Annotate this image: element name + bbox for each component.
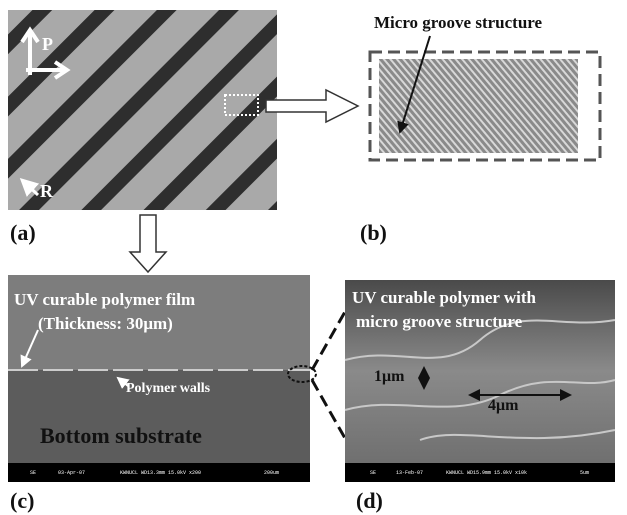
arrow-right <box>266 90 358 122</box>
info: KWNUCL WD15.9mm 15.0kV x10k <box>446 470 527 476</box>
panel-c: UV curable polymer film (Thickness: 30μm… <box>8 275 316 513</box>
info: KWNUCL WD13.3mm 15.0kV x200 <box>120 470 201 476</box>
arrow-down <box>130 215 166 272</box>
info: 03-Apr-07 <box>58 470 85 476</box>
info: 200um <box>264 470 279 476</box>
panel-label: (c) <box>10 488 34 513</box>
info: 13-Feb-07 <box>396 470 423 476</box>
panel-label: (a) <box>10 220 36 245</box>
figure: P R (a) Micro groove structure (b) UV cu… <box>0 0 627 515</box>
annotation: 4μm <box>488 397 519 414</box>
info: 5um <box>580 470 589 476</box>
annotation: Micro groove structure <box>374 13 543 32</box>
panel-a: P R (a) <box>8 10 277 245</box>
panel-label: (b) <box>360 220 387 245</box>
annotation: UV curable polymer film <box>14 290 195 309</box>
zoom-lines <box>312 310 346 440</box>
annotation: micro groove structure <box>356 312 523 331</box>
annotation: Bottom substrate <box>40 423 202 448</box>
panel-label: (d) <box>356 488 383 513</box>
annotation: Polymer walls <box>126 381 211 396</box>
panel-d: UV curable polymer with micro groove str… <box>345 280 615 513</box>
info: SE <box>30 470 36 476</box>
annotation: UV curable polymer with <box>352 288 537 307</box>
axis-p: P <box>42 34 53 54</box>
annotation: 1μm <box>374 368 405 385</box>
annotation: (Thickness: 30μm) <box>38 314 173 333</box>
panel-b: Micro groove structure (b) <box>360 13 600 245</box>
axis-r: R <box>40 181 54 201</box>
info: SE <box>370 470 376 476</box>
